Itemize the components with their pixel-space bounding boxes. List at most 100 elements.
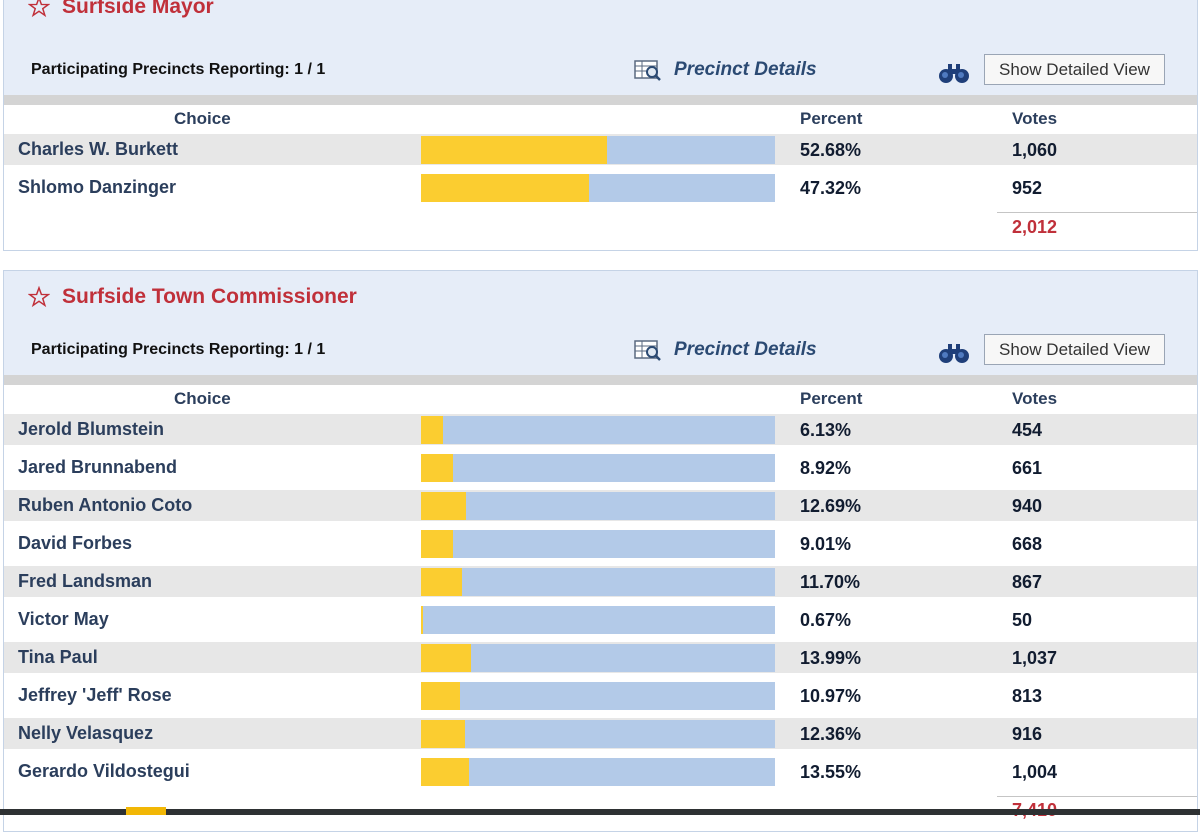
candidate-votes: 940: [1012, 496, 1043, 516]
candidate-percent: 12.36%: [800, 724, 862, 744]
candidate-votes: 916: [1012, 724, 1043, 744]
vote-share-bar: [421, 606, 775, 634]
candidate-percent: 9.01%: [800, 534, 852, 554]
candidate-name: Shlomo Danzinger: [18, 177, 177, 197]
candidate-row: David Forbes 9.01% 668: [4, 528, 1197, 559]
star-icon[interactable]: [28, 0, 50, 18]
precinct-details-icon: [634, 60, 661, 81]
candidate-percent: 13.55%: [800, 762, 862, 782]
candidate-name: Jared Brunnabend: [18, 457, 178, 477]
candidate-row: Jerold Blumstein 6.13% 454: [4, 414, 1197, 445]
candidate-votes: 1,060: [1012, 140, 1058, 160]
candidate-row: Shlomo Danzinger 47.32% 952: [4, 172, 1197, 203]
candidate-row: Nelly Velasquez 12.36% 916: [4, 718, 1197, 749]
vote-share-fill: [421, 644, 471, 672]
candidate-percent: 52.68%: [800, 140, 862, 160]
candidate-votes: 1,037: [1012, 648, 1058, 668]
vote-share-bar: [421, 174, 775, 202]
vote-share-fill: [421, 416, 443, 444]
race-title: Surfside Mayor: [28, 0, 214, 19]
candidate-name: Nelly Velasquez: [18, 723, 154, 743]
precinct-details-icon: [634, 340, 661, 361]
candidate-votes: 454: [1012, 420, 1043, 440]
candidate-name: Charles W. Burkett: [18, 139, 179, 159]
vote-share-fill: [421, 568, 463, 596]
precinct-details-link[interactable]: Precinct Details: [634, 59, 817, 81]
candidate-row: Fred Landsman 11.70% 867: [4, 566, 1197, 597]
header-divider: [4, 375, 1197, 385]
candidate-name: Victor May: [18, 609, 109, 629]
col-header-choice: Choice: [174, 109, 231, 128]
candidate-votes: 1,004: [1012, 762, 1058, 782]
candidate-percent: 10.97%: [800, 686, 862, 706]
col-header-choice: Choice: [174, 389, 231, 408]
vote-share-bar: [421, 682, 775, 710]
vote-share-bar: [421, 568, 775, 596]
candidate-row: Ruben Antonio Coto 12.69% 940: [4, 490, 1197, 521]
race-header: Surfside Mayor Participating Precincts R…: [4, 0, 1197, 95]
candidate-percent: 13.99%: [800, 648, 862, 668]
vote-share-fill: [421, 606, 424, 634]
race-panel-mayor: Surfside Mayor Participating Precincts R…: [3, 0, 1198, 251]
precinct-details-label: Precinct Details: [674, 339, 817, 360]
candidate-percent: 12.69%: [800, 496, 862, 516]
col-header-votes: Votes: [1012, 389, 1058, 408]
header-divider: [4, 95, 1197, 105]
vote-share-bar: [421, 492, 775, 520]
vote-share-fill: [421, 758, 469, 786]
candidate-name: Fred Landsman: [18, 571, 153, 591]
candidate-row: Jeffrey 'Jeff' Rose 10.97% 813: [4, 680, 1197, 711]
candidate-percent: 0.67%: [800, 610, 852, 630]
col-header-votes: Votes: [1012, 109, 1058, 128]
candidate-row: Charles W. Burkett 52.68% 1,060: [4, 134, 1197, 165]
precincts-reporting: Participating Precincts Reporting: 1 / 1: [31, 61, 326, 78]
vote-share-bar: [421, 720, 775, 748]
candidate-name: Ruben Antonio Coto: [18, 495, 193, 515]
vote-share-fill: [421, 174, 589, 202]
total-votes: 2,012: [1012, 217, 1058, 237]
vote-share-bar: [421, 454, 775, 482]
candidate-row: Tina Paul 13.99% 1,037: [4, 642, 1197, 673]
precinct-details-label: Precinct Details: [674, 59, 817, 80]
candidate-percent: 47.32%: [800, 178, 862, 198]
candidate-votes: 867: [1012, 572, 1043, 592]
race-panel-commissioner: Surfside Town Commissioner Participating…: [3, 270, 1198, 832]
candidate-row: Jared Brunnabend 8.92% 661: [4, 452, 1197, 483]
precincts-reporting: Participating Precincts Reporting: 1 / 1: [31, 341, 326, 358]
candidate-percent: 11.70%: [800, 572, 861, 592]
candidate-name: Jerold Blumstein: [18, 419, 165, 439]
show-detailed-view-button[interactable]: Show Detailed View: [984, 54, 1165, 85]
race-header: Surfside Town Commissioner Participating…: [4, 271, 1197, 375]
candidate-votes: 661: [1012, 458, 1043, 478]
window-bottom-edge: [0, 809, 1200, 815]
total-divider: [997, 212, 1197, 213]
candidate-name: Tina Paul: [18, 647, 98, 667]
vote-share-fill: [421, 682, 460, 710]
col-header-percent: Percent: [800, 389, 863, 408]
candidate-votes: 952: [1012, 178, 1043, 198]
vote-share-fill: [421, 454, 453, 482]
vote-share-bar: [421, 644, 775, 672]
candidate-name: David Forbes: [18, 533, 133, 553]
binoculars-icon[interactable]: [938, 342, 970, 364]
vote-share-bar: [421, 758, 775, 786]
candidate-votes: 813: [1012, 686, 1043, 706]
candidate-percent: 6.13%: [800, 420, 852, 440]
show-detailed-view-button[interactable]: Show Detailed View: [984, 334, 1165, 365]
candidate-row: Victor May 0.67% 50: [4, 604, 1197, 635]
vote-share-fill: [421, 136, 608, 164]
vote-share-fill: [421, 720, 465, 748]
total-divider: [997, 796, 1197, 797]
col-header-percent: Percent: [800, 109, 863, 128]
vote-share-fill: [421, 492, 466, 520]
candidate-percent: 8.92%: [800, 458, 852, 478]
star-icon[interactable]: [28, 286, 50, 308]
window-bottom-mark: [126, 807, 166, 815]
vote-share-bar: [421, 530, 775, 558]
vote-share-bar: [421, 136, 775, 164]
candidate-row: Gerardo Vildostegui 13.55% 1,004: [4, 756, 1197, 787]
race-title-text: Surfside Town Commissioner: [62, 285, 357, 308]
vote-share-fill: [421, 530, 453, 558]
binoculars-icon[interactable]: [938, 62, 970, 84]
precinct-details-link[interactable]: Precinct Details: [634, 339, 817, 361]
